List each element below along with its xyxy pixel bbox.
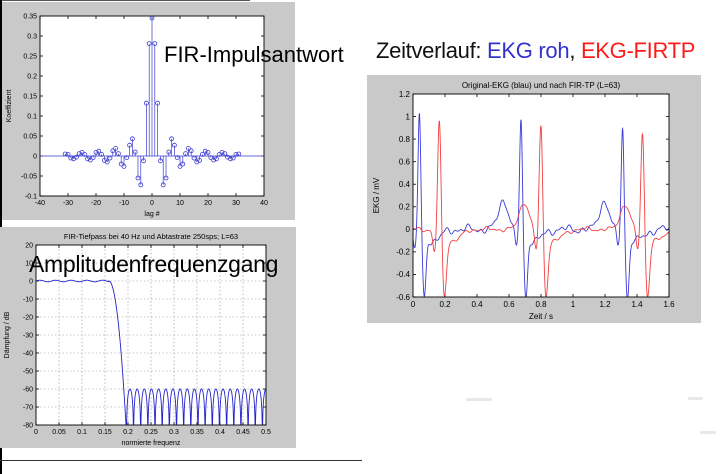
svg-text:-20: -20 — [23, 314, 33, 321]
svg-text:Koeffizient: Koeffizient — [6, 90, 13, 123]
svg-text:0.2: 0.2 — [399, 203, 411, 212]
svg-text:0.8: 0.8 — [535, 300, 547, 309]
faint-smudge — [700, 431, 716, 434]
svg-text:0: 0 — [150, 200, 154, 207]
faint-smudge — [466, 398, 492, 401]
svg-text:1.6: 1.6 — [663, 300, 675, 309]
svg-text:-70: -70 — [23, 404, 33, 411]
impulse-response-label: FIR-Impulsantwort — [164, 42, 344, 67]
svg-text:10: 10 — [25, 260, 33, 267]
svg-text:0: 0 — [29, 278, 33, 285]
svg-text:0: 0 — [411, 300, 416, 309]
ekg-chart: 0 0.2 0.4 0.6 0.8 1 1.2 1.4 1.6 -0.6 -0.4 -0.2 0 0.2 0… — [372, 81, 675, 321]
svg-text:normierte frequenz: normierte frequenz — [122, 440, 181, 447]
svg-text:0: 0 — [33, 153, 37, 160]
svg-text:-0.4: -0.4 — [396, 270, 410, 279]
heading-ekg-firtp: EKG-FIRTP — [580, 38, 696, 63]
svg-text:-30: -30 — [23, 332, 33, 339]
svg-text:FIR-Tiefpass bei 40 Hz und Abt: FIR-Tiefpass bei 40 Hz und Abtastrate 25… — [64, 232, 238, 241]
svg-text:0.4: 0.4 — [471, 300, 483, 309]
svg-text:0.4: 0.4 — [215, 429, 225, 436]
svg-text:1: 1 — [571, 300, 576, 309]
svg-text:20: 20 — [204, 200, 212, 207]
svg-text:10: 10 — [176, 200, 184, 207]
svg-text:1.2: 1.2 — [399, 90, 411, 99]
svg-text:EKG / mV: EKG / mV — [372, 177, 381, 213]
svg-text:-50: -50 — [23, 368, 33, 375]
svg-text:0.8: 0.8 — [399, 135, 411, 144]
svg-text:Zeit / s: Zeit / s — [529, 312, 553, 321]
frequency-response-chart: 0 0.05 0.1 0.15 0.2 0.25 0.3 0.35 0.4 0.45 0.5 -80 -… — [4, 232, 271, 447]
svg-text:-0.05: -0.05 — [21, 173, 37, 180]
svg-text:-0.1: -0.1 — [25, 193, 37, 200]
svg-text:0.35: 0.35 — [190, 429, 204, 436]
svg-text:0.6: 0.6 — [399, 157, 411, 166]
svg-text:1: 1 — [406, 112, 411, 121]
svg-text:0.35: 0.35 — [23, 13, 37, 20]
impulse-response-panel: -40 -30 -20 -10 0 10 20 30 40 -0.1 -0.05 0 0.05 0.1 0.… — [2, 2, 295, 220]
svg-text:0.1: 0.1 — [27, 113, 37, 120]
svg-text:0.25: 0.25 — [144, 429, 158, 436]
svg-text:0.2: 0.2 — [439, 300, 451, 309]
svg-text:30: 30 — [232, 200, 240, 207]
svg-text:0: 0 — [406, 225, 411, 234]
svg-text:0.1: 0.1 — [77, 429, 87, 436]
svg-text:0.05: 0.05 — [23, 133, 37, 140]
svg-text:-60: -60 — [23, 386, 33, 393]
ekg-panel: 0 0.2 0.4 0.6 0.8 1 1.2 1.4 1.6 -0.6 -0.4 -0.2 0 0.2 0… — [367, 75, 701, 323]
amplitude-response-label: Amplitudenfrequenzgang — [29, 251, 279, 277]
svg-text:0.6: 0.6 — [503, 300, 515, 309]
svg-text:0.15: 0.15 — [23, 93, 37, 100]
svg-text:0.15: 0.15 — [98, 429, 112, 436]
svg-text:0.4: 0.4 — [399, 180, 411, 189]
svg-text:-40: -40 — [23, 350, 33, 357]
impulse-response-chart: -40 -30 -20 -10 0 10 20 30 40 -0.1 -0.05 0 0.05 0.1 0.… — [6, 13, 268, 218]
svg-text:20: 20 — [25, 242, 33, 249]
svg-text:lag #: lag # — [144, 211, 159, 218]
svg-text:0: 0 — [34, 429, 38, 436]
svg-text:0.3: 0.3 — [27, 33, 37, 40]
svg-text:0.2: 0.2 — [123, 429, 133, 436]
heading-prefix: Zeitverlauf: — [376, 38, 488, 63]
svg-text:0.3: 0.3 — [169, 429, 179, 436]
svg-text:-80: -80 — [23, 422, 33, 429]
svg-text:-30: -30 — [63, 200, 73, 207]
svg-text:Dämpfung / dB: Dämpfung / dB — [4, 311, 11, 358]
svg-text:0.25: 0.25 — [23, 53, 37, 60]
svg-text:1.2: 1.2 — [599, 300, 611, 309]
bottom-border-line — [0, 460, 362, 461]
slide-heading: Zeitverlauf: EKG roh, EKG-FIRTP — [376, 39, 695, 62]
heading-comma: , — [569, 38, 581, 63]
top-border-line — [0, 0, 250, 1]
svg-text:1.4: 1.4 — [631, 300, 643, 309]
svg-text:-0.2: -0.2 — [396, 248, 410, 257]
frequency-response-panel: 0 0.05 0.1 0.15 0.2 0.25 0.3 0.35 0.4 0.45 0.5 -80 -… — [0, 227, 296, 448]
svg-text:0.5: 0.5 — [261, 429, 271, 436]
svg-text:40: 40 — [260, 200, 268, 207]
svg-text:-0.6: -0.6 — [396, 293, 410, 302]
svg-text:-20: -20 — [91, 200, 101, 207]
heading-ekg-roh: EKG roh — [487, 38, 570, 63]
svg-text:-10: -10 — [119, 200, 129, 207]
svg-text:-10: -10 — [23, 296, 33, 303]
svg-text:Original-EKG (blau) und nach F: Original-EKG (blau) und nach FIR-TP (L=6… — [462, 81, 621, 90]
svg-text:0.05: 0.05 — [52, 429, 66, 436]
svg-text:0.2: 0.2 — [27, 73, 37, 80]
faint-smudge — [688, 397, 703, 400]
svg-text:-40: -40 — [35, 200, 45, 207]
svg-text:0.45: 0.45 — [236, 429, 250, 436]
